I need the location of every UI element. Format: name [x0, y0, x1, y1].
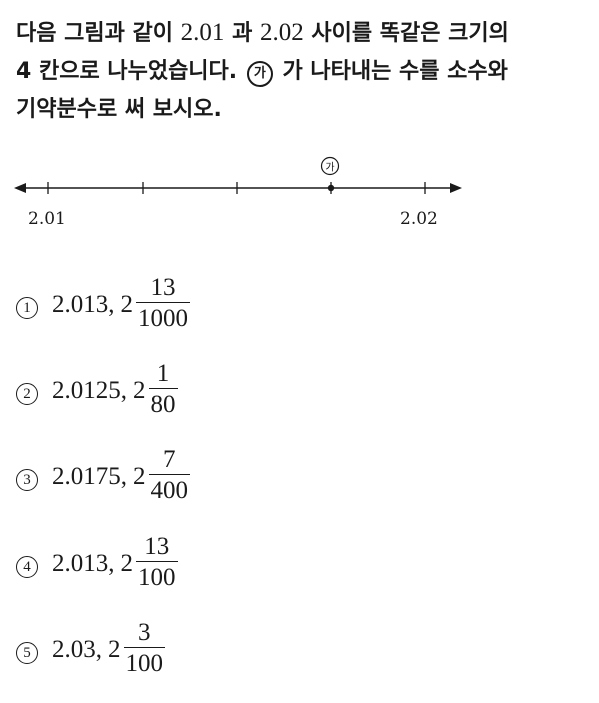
choice-decimal: 2.0125, [52, 377, 127, 404]
number-line: 가 2.01 2.02 [14, 156, 462, 229]
start-value: 2.01 [180, 19, 225, 46]
choice-whole: 2 [108, 636, 121, 663]
question-line-3: 기약분수로 써 보시오. [16, 97, 222, 122]
choice-decimal: 2.013, [52, 550, 115, 577]
choice-number-3: 3 [16, 469, 38, 491]
choice-decimal: 2.013, [52, 291, 115, 318]
choice-number-1: 1 [16, 297, 38, 319]
choice-fraction: 1 80 [148, 359, 178, 419]
choice-whole: 2 [133, 463, 146, 490]
fraction-numerator: 7 [163, 445, 176, 473]
choice-decimal: 2.03, [52, 636, 102, 663]
question-line-1: 다음 그림과 같이 2.01 과 2.02 사이를 똑같은 크기의 [16, 19, 509, 46]
marker-dot [327, 184, 335, 192]
fraction-denominator: 100 [123, 646, 165, 678]
choice-whole: 2 [133, 377, 146, 404]
choice-whole: 2 [120, 550, 134, 577]
fraction-denominator: 1000 [136, 301, 190, 333]
choice-fraction: 3 100 [123, 618, 165, 678]
fraction-denominator: 80 [148, 387, 178, 419]
fraction-denominator: 100 [136, 560, 178, 592]
choice-whole: 2 [120, 291, 134, 318]
choice-1[interactable]: 1 2.013, 2 13 1000 [16, 268, 190, 338]
fraction-numerator: 13 [150, 273, 176, 301]
circled-ga-marker: 가 [246, 61, 273, 87]
choice-4[interactable]: 4 2.013, 2 13 100 [16, 527, 178, 597]
choice-3[interactable]: 3 2.0175, 2 7 400 [16, 440, 190, 510]
choice-5[interactable]: 5 2.03, 2 3 100 [16, 613, 165, 683]
marker-circle-icon [320, 156, 340, 176]
question-line-2: 4 칸으로 나누었습니다. 가 가 나타내는 수를 소수와 [16, 53, 586, 91]
fraction-denominator: 400 [148, 473, 190, 505]
choice-fraction: 7 400 [148, 445, 190, 505]
left-endpoint-label: 2.01 [28, 209, 66, 229]
left-arrow-icon [14, 183, 26, 193]
choice-decimal: 2.0175, [52, 463, 127, 490]
choice-2[interactable]: 2 2.0125, 2 1 80 [16, 354, 178, 424]
choice-number-2: 2 [16, 383, 38, 405]
choice-fraction: 13 1000 [136, 274, 190, 333]
end-value: 2.02 [259, 19, 304, 46]
choice-fraction: 13 100 [136, 533, 178, 592]
fraction-numerator: 1 [156, 359, 170, 387]
right-arrow-icon [450, 183, 462, 193]
marker-label: 가 [325, 162, 334, 174]
right-endpoint-label: 2.02 [400, 209, 438, 229]
fraction-numerator: 13 [144, 532, 170, 560]
choice-number-4: 4 [16, 556, 38, 578]
question-text: 다음 그림과 같이 2.01 과 2.02 사이를 똑같은 크기의 4 칸으로 … [16, 14, 586, 129]
choice-number-5: 5 [16, 642, 38, 664]
fraction-numerator: 3 [138, 618, 151, 646]
